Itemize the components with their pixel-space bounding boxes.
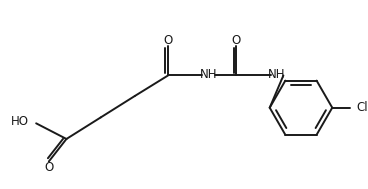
Text: Cl: Cl: [357, 101, 368, 114]
Text: O: O: [232, 34, 241, 47]
Text: NH: NH: [268, 68, 285, 81]
Text: O: O: [44, 161, 53, 174]
Text: NH: NH: [199, 68, 217, 81]
Text: HO: HO: [11, 115, 29, 128]
Text: O: O: [163, 34, 173, 47]
